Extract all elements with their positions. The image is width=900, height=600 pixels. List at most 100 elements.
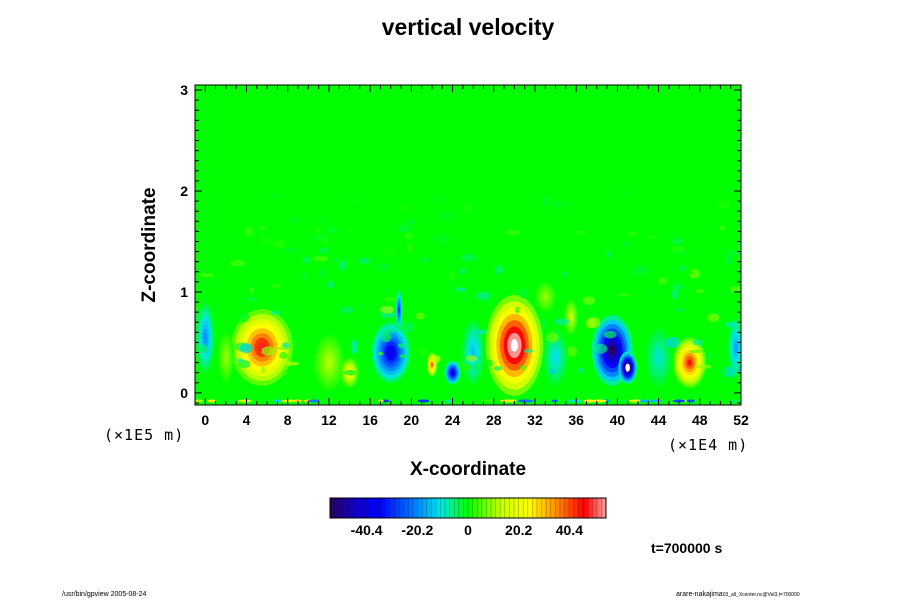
turbulence-speckle — [327, 298, 336, 302]
surface-speckle — [628, 399, 641, 403]
turbulence-speckle — [355, 196, 361, 205]
turbulence-speckle — [230, 260, 246, 267]
turbulence-speckle — [302, 271, 307, 283]
contour-level — [554, 354, 558, 362]
turbulence-speckle — [461, 254, 477, 262]
surface-speckle — [207, 399, 216, 403]
velocity-cell — [313, 334, 345, 391]
turbulence-speckle — [578, 195, 587, 201]
turbulence-speckle — [658, 277, 668, 285]
y-tick-label: 3 — [180, 82, 188, 99]
turbulence-speckle — [279, 351, 288, 360]
surface-speckle — [308, 399, 320, 403]
x-tick-label: 4 — [242, 412, 251, 428]
footer-right-source: 03_all_Xcenter.nc@Vel3,t=700000 — [722, 592, 800, 598]
turbulence-speckle — [283, 361, 300, 366]
turbulence-speckle — [197, 344, 209, 354]
turbulence-speckle — [695, 364, 712, 369]
turbulence-speckle — [594, 343, 608, 354]
turbulence-speckle — [312, 255, 329, 262]
turbulence-speckle — [633, 266, 647, 276]
turbulence-speckle — [541, 318, 547, 330]
turbulence-speckle — [717, 200, 731, 209]
turbulence-speckle — [314, 226, 321, 236]
turbulence-speckle — [626, 232, 639, 236]
surface-speckle — [590, 399, 607, 403]
turbulence-speckle — [399, 354, 406, 358]
turbulence-speckle — [397, 225, 412, 233]
turbulence-speckle — [302, 256, 311, 264]
turbulence-speckle — [350, 340, 359, 349]
x-tick-label: 40 — [609, 412, 626, 428]
turbulence-speckle — [399, 322, 415, 333]
turbulence-speckle — [719, 224, 726, 231]
turbulence-speckle — [459, 267, 467, 275]
plot-frame — [194, 84, 742, 406]
turbulence-speckle — [606, 250, 613, 258]
footer-right: arare-nakajima03_all_Xcenter.nc@Vel3,t=7… — [676, 591, 800, 598]
turbulence-speckle — [688, 349, 702, 354]
x-scale-label: (×1E4 m) — [668, 436, 749, 454]
footer-left: /usr/bin/gpview 2005-08-24 — [62, 591, 147, 598]
surface-speckle — [237, 399, 252, 403]
turbulence-speckle — [449, 270, 455, 280]
x-axis-label: X-coordinate — [409, 459, 527, 480]
turbulence-speckle — [248, 287, 254, 294]
turbulence-speckle — [381, 331, 392, 343]
turbulence-speckle — [222, 232, 234, 244]
turbulence-speckle — [554, 201, 561, 211]
contour-level — [430, 363, 433, 367]
turbulence-speckle — [252, 281, 257, 291]
turbulence-speckle — [462, 202, 473, 214]
turbulence-speckle — [472, 329, 487, 335]
turbulence-speckle — [351, 347, 359, 354]
x-tick-label: 8 — [283, 412, 292, 428]
turbulence-speckle — [415, 312, 426, 320]
turbulence-speckle — [670, 246, 686, 253]
turbulence-speckle — [406, 218, 415, 226]
turbulence-speckle — [244, 226, 254, 236]
turbulence-speckle — [220, 322, 232, 330]
turbulence-speckle — [358, 257, 370, 264]
turbulence-speckle — [398, 343, 406, 349]
contour-level — [734, 343, 737, 352]
turbulence-speckle — [505, 230, 521, 236]
surface-speckle — [445, 399, 453, 403]
turbulence-speckle — [237, 311, 250, 323]
turbulence-speckle — [216, 229, 224, 238]
y-tick-label: 0 — [180, 384, 188, 401]
turbulence-speckle — [676, 308, 684, 312]
surface-speckle — [417, 399, 430, 403]
turbulence-speckle — [283, 247, 298, 254]
surface-speckle — [567, 399, 583, 403]
turbulence-speckle — [517, 287, 529, 298]
turbulence-speckle — [326, 227, 338, 234]
turbulence-speckle — [380, 305, 394, 314]
turbulence-speckle — [520, 365, 526, 371]
turbulence-speckle — [430, 354, 441, 364]
contour-level — [543, 295, 547, 299]
contour-level — [626, 365, 629, 370]
turbulence-speckle — [665, 336, 680, 348]
velocity-cell — [534, 281, 556, 313]
turbulence-speckle — [560, 270, 568, 277]
turbulence-speckle — [736, 366, 741, 374]
contour-level — [388, 348, 394, 357]
turbulence-speckle — [377, 351, 384, 356]
turbulence-speckle — [420, 257, 431, 262]
x-tick-label: 28 — [485, 412, 502, 428]
turbulence-speckle — [455, 287, 467, 292]
footer-right-author: arare-nakajima — [676, 591, 723, 598]
turbulence-speckle — [238, 359, 251, 369]
turbulence-speckle — [672, 238, 682, 245]
colorbar — [329, 497, 607, 519]
x-tick-label: 48 — [691, 412, 708, 428]
chart-title: vertical velocity — [381, 14, 555, 40]
turbulence-speckle — [695, 289, 705, 293]
turbulence-speckle — [332, 257, 338, 263]
contour-level — [204, 332, 207, 342]
surface-speckle — [728, 399, 741, 403]
turbulence-speckle — [433, 195, 443, 203]
surface-speckle — [228, 399, 237, 403]
